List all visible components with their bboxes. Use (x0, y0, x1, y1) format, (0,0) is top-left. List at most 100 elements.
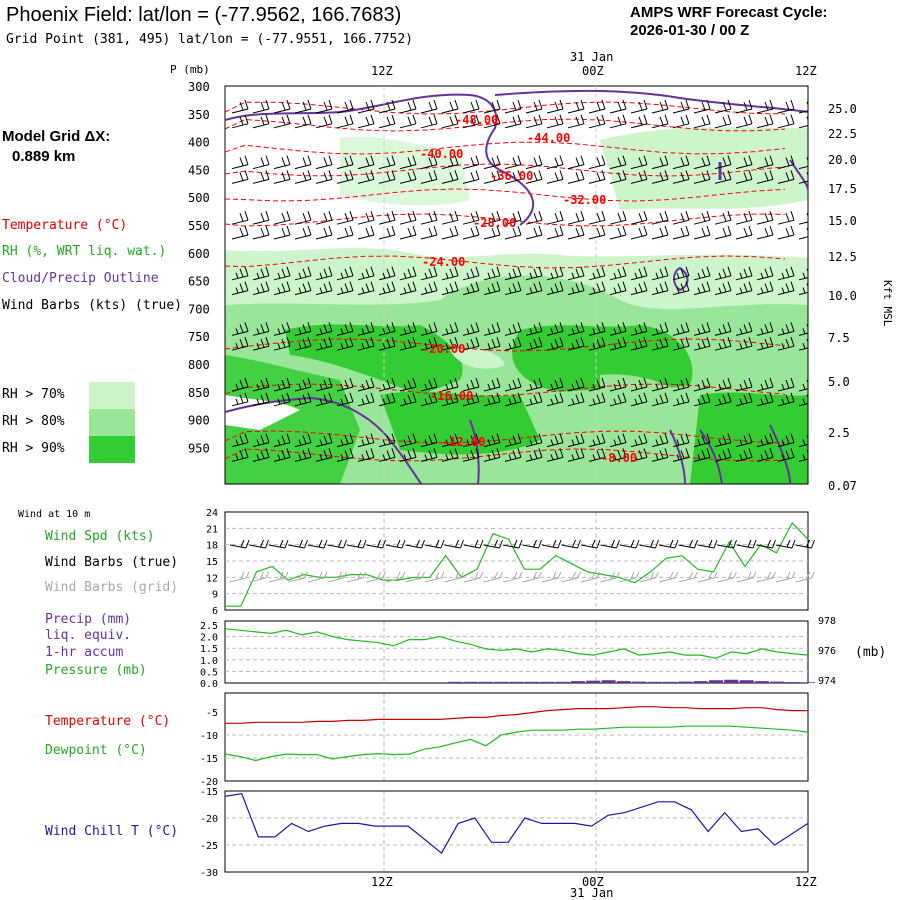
wind-barb (588, 322, 606, 336)
pressure-tick-right: 974 (818, 676, 836, 687)
wind-barb (336, 225, 354, 240)
wind-barb (462, 211, 480, 225)
wind-barb (399, 377, 417, 392)
wind-barb (546, 322, 564, 336)
wind-barb (441, 392, 459, 407)
wind-barb (672, 155, 690, 170)
wind-barb (315, 392, 333, 407)
wind-barb (588, 99, 606, 114)
wind-barb (315, 448, 333, 462)
temperature-labels: -48.00 -44.00 -40.00 -36.00 -32.00 -28.00 -24.… (420, 113, 637, 465)
sfc-barb-true (795, 539, 815, 549)
wind-barb (525, 99, 543, 114)
kft-tick: 0.07 (828, 479, 857, 493)
panel-series (224, 521, 815, 855)
sfc-barb-true (229, 539, 250, 549)
temp-contour (225, 430, 786, 444)
wind-barb (252, 170, 270, 184)
wind-barb (336, 211, 354, 225)
wind-barb (693, 170, 711, 184)
wind-barb (672, 448, 690, 462)
precip-tick: 0.5 (200, 667, 218, 678)
wind-barb (672, 211, 690, 225)
wind-barb (525, 377, 543, 392)
sfc-barb-grid (658, 571, 679, 583)
pressure-tick: 300 (188, 80, 210, 94)
wind-spd-tick: 24 (206, 508, 218, 519)
precip-tick: 1.5 (200, 644, 218, 655)
wind-barb (378, 114, 396, 129)
wind-barb (777, 392, 795, 407)
rh90-swatch (89, 436, 135, 463)
wind-barb (252, 322, 270, 336)
temp-contour-label: -28.00 (473, 216, 516, 230)
pressure-tick: 450 (188, 163, 210, 177)
sfc-barb-true (580, 539, 601, 549)
sfc-barb-true (697, 539, 718, 549)
wind-barb (588, 266, 606, 281)
pressure-tick: 850 (188, 386, 210, 400)
wind-barb (462, 99, 480, 114)
sfc-barb-true (249, 539, 269, 549)
wind-barb (546, 337, 564, 351)
sfc-barb-grid (327, 571, 347, 583)
wind-barb (714, 322, 732, 336)
wind-barb (231, 170, 249, 184)
precip-label: Precip (mm) (45, 612, 132, 627)
wind-barb (399, 448, 417, 462)
wchill-panel-frame (224, 790, 809, 873)
wind-barb (588, 337, 606, 351)
wind-barb (609, 170, 627, 184)
wind-barb (546, 433, 564, 448)
sfc-barb-grid (405, 571, 425, 583)
precip-bar (463, 681, 478, 683)
wind-barb (378, 266, 396, 281)
wind-barb (693, 225, 711, 240)
wind-barb (399, 225, 417, 240)
wind-barb (798, 450, 808, 462)
wind-barb (315, 377, 333, 392)
wind-barb (798, 172, 808, 184)
wind-barb (609, 155, 627, 170)
kft-axis-title: Kft MSL (881, 280, 894, 327)
wind-barb (525, 448, 543, 462)
sfc-barb-grid (561, 571, 581, 583)
dewpoint-line (224, 725, 809, 762)
wind-barb (651, 337, 669, 351)
wind-barb (714, 155, 732, 170)
sfc-barb-grid (697, 571, 718, 583)
wind-barb (504, 448, 522, 462)
wind-barb (609, 281, 627, 296)
wind-barb (588, 211, 606, 225)
sfc-barb-true (288, 539, 308, 549)
wind-barb (651, 155, 669, 170)
precip-tick: 2.5 (200, 621, 218, 632)
wind-barb (609, 377, 627, 392)
wind-barb (294, 155, 312, 170)
wind-barb (378, 337, 396, 351)
wind-barb (357, 392, 375, 407)
wind-barb (273, 433, 291, 448)
wind-barb (336, 392, 354, 407)
sfc-barb-grid (775, 571, 796, 583)
sfc-barb-grid (580, 571, 601, 583)
sfc-barb-true (385, 539, 406, 549)
wind-barb (672, 114, 690, 129)
wind-barb (399, 266, 417, 281)
precip-bar (509, 681, 524, 683)
wind-barb (294, 433, 312, 448)
wind-barb (441, 322, 459, 336)
dewpoint-label: Dewpoint (°C) (45, 743, 147, 758)
temp-panel-frame (224, 692, 809, 782)
wind-barb (504, 322, 522, 336)
kft-tick: 20.0 (828, 153, 857, 167)
wind-barb (399, 99, 417, 114)
pressure-tick: 800 (188, 358, 210, 372)
wind-barb (462, 433, 480, 448)
wind-barb (252, 114, 270, 129)
wchill-tick: -30 (200, 868, 218, 879)
wind-barb (420, 155, 438, 170)
rh80-swatch (89, 409, 135, 436)
wind-barb (798, 213, 808, 225)
wind-barb (231, 281, 249, 296)
